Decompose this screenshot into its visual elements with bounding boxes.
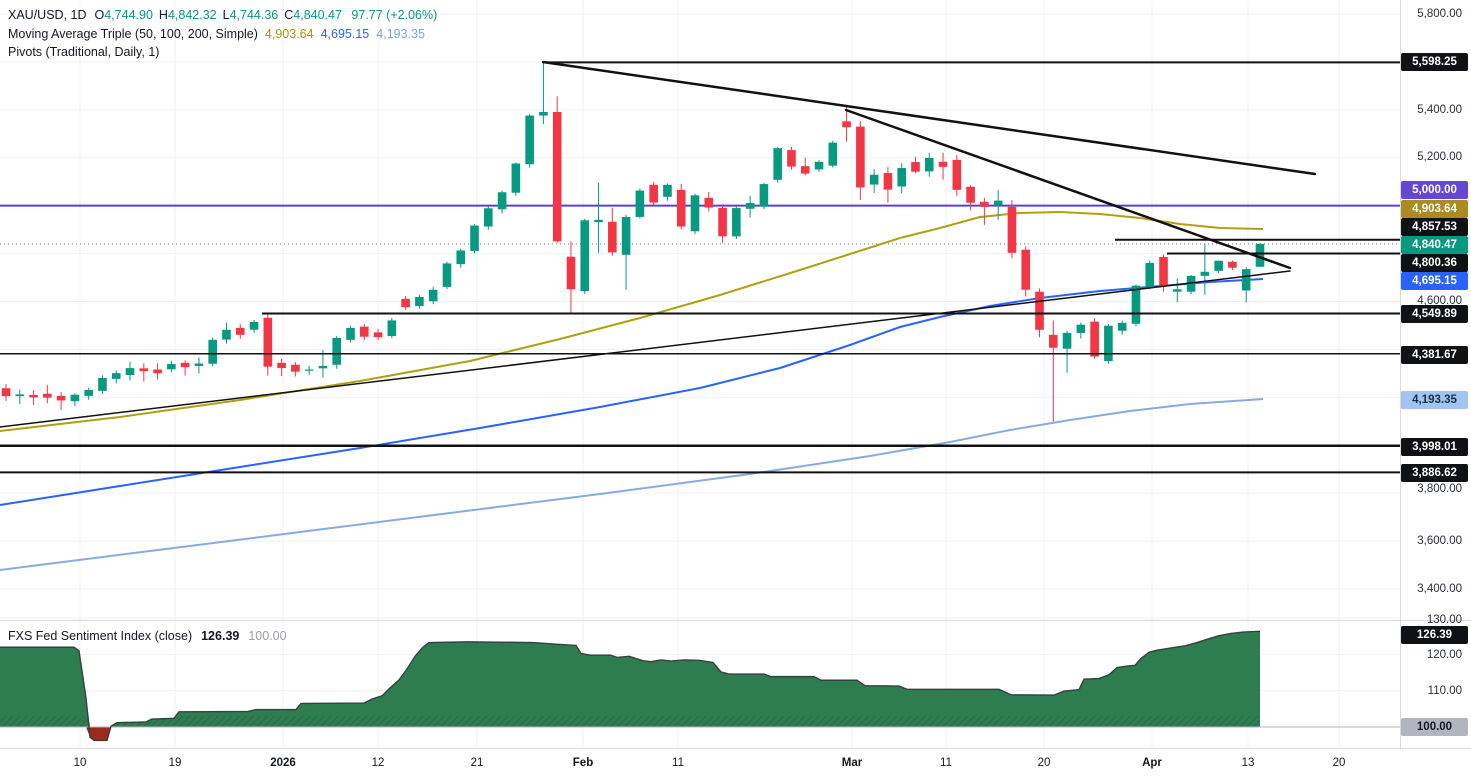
sma50-line — [0, 211, 1264, 432]
sma100-line — [0, 278, 1264, 506]
price-pane[interactable] — [0, 60, 1400, 571]
sma200-line — [0, 398, 1264, 571]
sentiment-area[interactable] — [0, 630, 1400, 742]
